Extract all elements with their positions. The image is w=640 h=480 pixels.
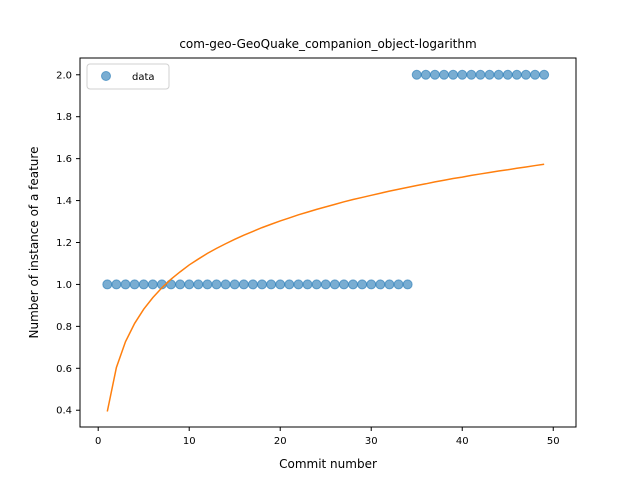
data-point [366,279,377,290]
data-point [484,69,495,80]
y-tick-label: 0.8 [56,322,72,333]
data-point [539,69,550,80]
axis-ticks: 0 10 20 30 40 50 0.4 0.6 0.8 1.0 1.2 1.4 1.6 1.8 2.0 [56,70,560,447]
data-point [247,279,258,290]
data-point [393,279,404,290]
plot-area [102,69,550,412]
data-point [302,279,313,290]
x-tick-label: 50 [547,436,560,447]
data-point [348,279,359,290]
fit-line [106,163,545,412]
data-point [102,279,113,290]
data-point [193,279,204,290]
data-point [293,279,304,290]
x-axis-label: Commit number [279,457,377,471]
data-point [384,279,395,290]
data-point [202,279,213,290]
data-point [475,69,486,80]
y-tick-label: 0.4 [56,406,72,417]
data-point [111,279,122,290]
data-point [457,69,468,80]
y-tick-label: 2.0 [56,70,72,81]
data-point [211,279,222,290]
data-point [420,69,431,80]
data-point [220,279,231,290]
data-point [284,279,295,290]
data-point [266,279,277,290]
data-point [257,279,268,290]
data-point [466,69,477,80]
data-point [311,279,322,290]
data-point [175,279,186,290]
y-tick-label: 1.0 [56,280,72,291]
data-point [147,279,158,290]
x-tick-label: 0 [95,436,101,447]
data-point [493,69,504,80]
data-point [502,69,513,80]
data-point [229,279,240,290]
data-point [411,69,422,80]
legend-label-data: data [132,72,155,83]
data-point [138,279,149,290]
y-tick-label: 1.6 [56,154,72,165]
data-point [238,279,249,290]
x-tick-label: 30 [365,436,378,447]
data-point [511,69,522,80]
y-tick-label: 1.4 [56,196,72,207]
data-point [338,279,349,290]
data-point [530,69,541,80]
data-point [120,279,131,290]
data-point [320,279,331,290]
data-point [448,69,459,80]
data-point [375,279,386,290]
legend-box [86,63,170,90]
y-tick-label: 1.2 [56,238,72,249]
chart-title: com-geo-GeoQuake_companion_object-logari… [179,37,476,51]
data-point [329,279,340,290]
x-tick-label: 40 [456,436,469,447]
data-point [357,279,368,290]
data-point [402,279,413,290]
y-tick-label: 0.6 [56,364,72,375]
y-tick-label: 1.8 [56,112,72,123]
legend-marker [101,71,111,81]
data-point [275,279,286,290]
data-point [129,279,140,290]
data-point [439,69,450,80]
x-tick-label: 10 [183,436,196,447]
y-axis-label: Number of instance of a feature [27,147,41,339]
x-tick-label: 20 [274,436,287,447]
data-point [520,69,531,80]
data-point [184,279,195,290]
data-point [429,69,440,80]
legend: data [86,63,170,90]
